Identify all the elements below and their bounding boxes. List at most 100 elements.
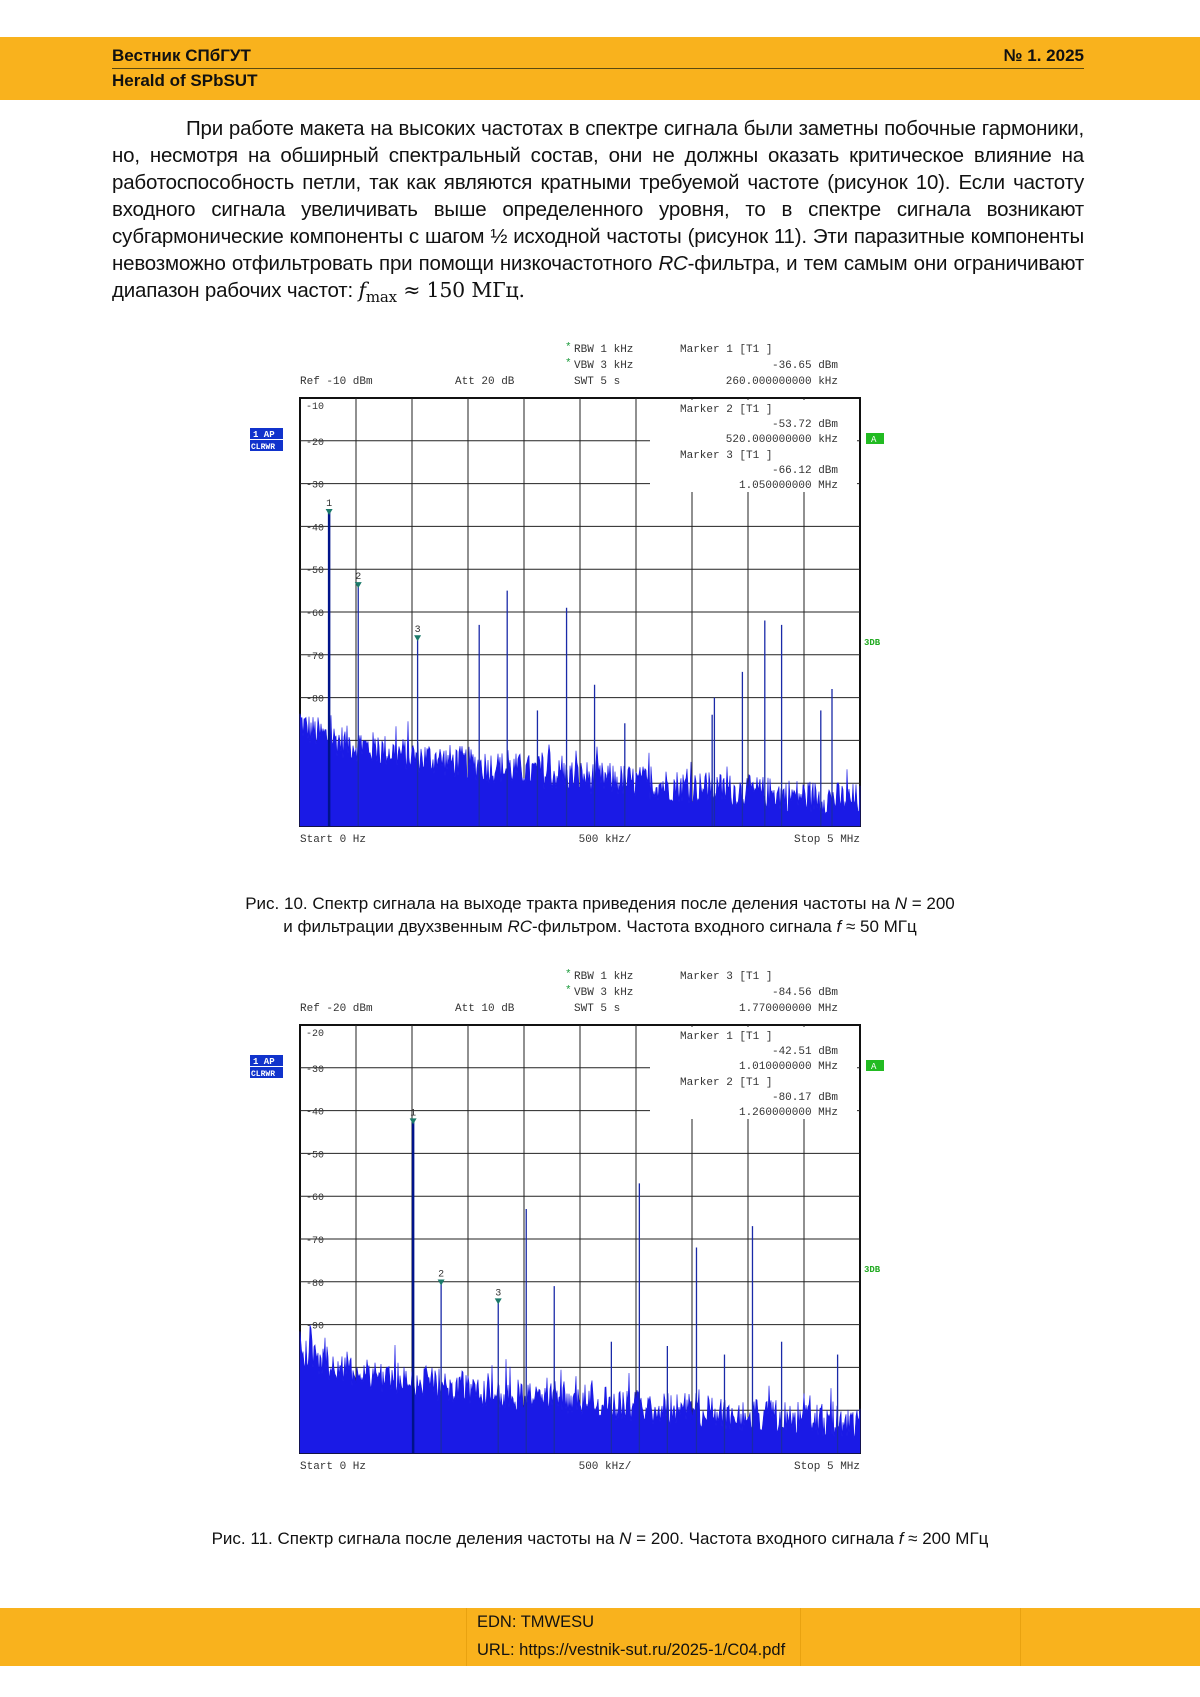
stop-frequency: Stop 5 MHz bbox=[794, 834, 860, 846]
swt-label: SWT 5 s bbox=[574, 376, 620, 388]
box-marker-freq: 520.000000000 kHz bbox=[726, 434, 838, 446]
top-marker-level: -84.56 dBm bbox=[772, 987, 838, 999]
marker-readout-box bbox=[650, 1027, 857, 1119]
spectrum-svg-fig11: * *RBW 1 kHz VBW 3 kHz SWT 5 s Marker 3 [T1 … bbox=[250, 969, 884, 1473]
footer-edn: EDN: TMWESU bbox=[477, 1613, 595, 1631]
top-marker-title: Marker 3 [T1 ] bbox=[680, 971, 772, 983]
box-marker-title: Marker 1 [T1 ] bbox=[680, 1031, 772, 1043]
trace-a-badge-bg bbox=[866, 1060, 884, 1071]
footer-divider bbox=[466, 1608, 467, 1666]
vbw-star: * bbox=[565, 985, 572, 997]
box-marker-freq: 1.010000000 MHz bbox=[739, 1061, 838, 1073]
paragraph-text: При работе макета на высоких частотах в … bbox=[112, 117, 1084, 275]
rbw-label: RBW 1 kHz bbox=[574, 344, 633, 356]
start-frequency: Start 0 Hz bbox=[300, 834, 366, 846]
ref-level: Ref -10 dBm bbox=[300, 376, 373, 388]
y-tick-label: -60 bbox=[306, 1193, 324, 1204]
y-tick-label: -50 bbox=[306, 566, 324, 577]
vbw-label: VBW 3 kHz bbox=[574, 360, 633, 372]
ref-level: Ref -20 dBm bbox=[300, 1003, 373, 1015]
caption-text: ≈ 200 МГц bbox=[903, 1529, 989, 1548]
marker-triangle bbox=[494, 1298, 502, 1305]
marker-number: 1 bbox=[326, 499, 332, 510]
top-marker-freq: 260.000000000 kHz bbox=[726, 376, 838, 388]
y-tick-label: -70 bbox=[306, 1236, 324, 1247]
footer-url: URL: https://vestnik-sut.ru/2025-1/C04.p… bbox=[477, 1641, 786, 1659]
noise-floor bbox=[299, 1325, 861, 1454]
marker-number: 3 bbox=[415, 625, 421, 636]
rbw-star: * bbox=[565, 969, 572, 981]
attenuation: Att 10 dB bbox=[455, 1003, 515, 1015]
fmax-symbol: f bbox=[358, 278, 366, 302]
marker-triangle bbox=[437, 1279, 445, 1286]
y-tick-label: -60 bbox=[306, 609, 324, 620]
marker-number: 2 bbox=[355, 572, 361, 583]
trace-mode-badge-bg bbox=[250, 428, 283, 439]
trace-a-badge: A bbox=[871, 1062, 877, 1072]
y-tick-label: -90 bbox=[306, 1322, 324, 1333]
trace-mode-badge: 1 AP bbox=[253, 430, 275, 440]
journal-header: Вестник СПбГУТ Herald of SPbSUT № 1. 202… bbox=[0, 37, 1200, 100]
clrwr-badge: CLRWR bbox=[251, 443, 275, 452]
span-per-division: 500 kHz/ bbox=[579, 834, 632, 846]
stop-frequency: Stop 5 MHz bbox=[794, 1461, 860, 1473]
caption-text: Рис. 10. Спектр сигнала на выходе тракта… bbox=[245, 894, 895, 913]
spectrum-plot-fig10: * * RBW 1 kHz VBW 3 kHz SWT 5 s Marker 1 [T1 … bbox=[250, 338, 950, 923]
y-tick-label: -40 bbox=[306, 523, 324, 534]
y-tick-label: -20 bbox=[306, 1029, 324, 1040]
noise-floor bbox=[299, 713, 861, 827]
figure-11-caption: Рис. 11. Спектр сигнала после деления ча… bbox=[0, 1527, 1200, 1550]
marker-triangle bbox=[325, 509, 333, 516]
box-marker-freq: 1.050000000 MHz bbox=[739, 480, 838, 492]
top-marker-freq: 1.770000000 MHz bbox=[739, 1003, 838, 1015]
y-tick-label: -20 bbox=[306, 438, 324, 449]
y-tick-label: -30 bbox=[306, 481, 324, 492]
top-marker-title: Marker 1 [T1 ] bbox=[680, 344, 772, 356]
caption-text: и фильтрации двухзвенным bbox=[283, 917, 508, 936]
fmax-value: ≈ 150 МГц. bbox=[396, 278, 525, 302]
trace-a-badge: A bbox=[871, 435, 877, 445]
body-paragraph: При работе макета на высоких частотах в … bbox=[112, 115, 1084, 311]
box-marker-title: Marker 2 [T1 ] bbox=[680, 1077, 772, 1089]
caption-text: Рис. 11. Спектр сигнала после деления ча… bbox=[211, 1529, 620, 1548]
caption-text: ≈ 50 МГц bbox=[841, 917, 917, 936]
attenuation: Att 20 dB bbox=[455, 376, 515, 388]
caption-line-2: и фильтрации двухзвенным RC-фильтром. Ча… bbox=[0, 915, 1200, 938]
rbw-star: * bbox=[565, 342, 572, 354]
caption-f: f bbox=[836, 917, 842, 936]
clrwr-badge: CLRWR bbox=[251, 1070, 275, 1079]
clrwr-badge-bg bbox=[250, 440, 283, 451]
caption-line-1: Рис. 10. Спектр сигнала на выходе тракта… bbox=[0, 892, 1200, 915]
rbw-label: RBW 1 kHz bbox=[574, 971, 633, 983]
journal-title-ru: Вестник СПбГУТ bbox=[112, 46, 251, 65]
header-rule bbox=[112, 68, 1084, 69]
clrwr-badge-bg bbox=[250, 1067, 283, 1078]
rc-term: RC bbox=[658, 252, 688, 275]
box-marker-level: -80.17 dBm bbox=[772, 1092, 838, 1104]
caption-rc: RC bbox=[507, 917, 532, 936]
journal-title-en: Herald of SPbSUT bbox=[112, 71, 258, 90]
y-tick-label: -80 bbox=[306, 1279, 324, 1290]
footer-divider bbox=[1020, 1608, 1021, 1666]
caption-text: -фильтром. Частота входного сигнала bbox=[532, 917, 837, 936]
top-marker-level: -36.65 dBm bbox=[772, 360, 838, 372]
marker-triangle bbox=[354, 582, 362, 589]
y-tick-label: -50 bbox=[306, 1150, 324, 1161]
three-db-badge: 3DB bbox=[864, 1265, 881, 1275]
swt-label: SWT 5 s bbox=[574, 1003, 620, 1015]
caption-f: f bbox=[898, 1529, 904, 1548]
marker-number: 3 bbox=[495, 1288, 501, 1299]
caption-text: = 200. Частота входного сигнала bbox=[631, 1529, 899, 1548]
span-per-division: 500 kHz/ bbox=[579, 1461, 632, 1473]
vbw-label: VBW 3 kHz bbox=[574, 987, 633, 999]
box-marker-title: Marker 2 [T1 ] bbox=[680, 404, 772, 416]
trace-mode-badge: 1 AP bbox=[253, 1057, 275, 1067]
y-tick-label: -70 bbox=[306, 652, 324, 663]
three-db-badge: 3DB bbox=[864, 638, 881, 648]
issue-number: № 1. 2025 bbox=[1003, 46, 1084, 65]
box-marker-title: Marker 3 [T1 ] bbox=[680, 450, 772, 462]
y-tick-label: -10 bbox=[306, 402, 324, 413]
caption-line-1: Рис. 11. Спектр сигнала после деления ча… bbox=[0, 1527, 1200, 1550]
fmax-subscript: max bbox=[365, 288, 397, 307]
marker-triangle bbox=[414, 635, 422, 642]
